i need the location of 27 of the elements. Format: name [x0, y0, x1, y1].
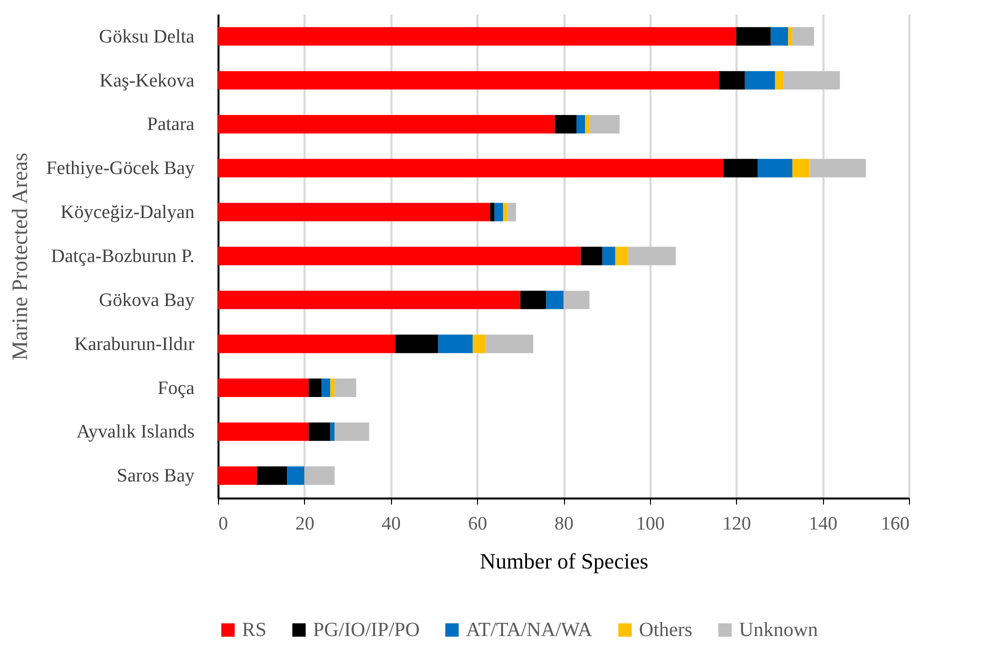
- y-tick-label: Karaburun-Ildır: [74, 334, 196, 355]
- y-axis-title: Marine Protected Areas: [7, 152, 32, 360]
- y-tick-label: Kaş-Kekova: [100, 70, 196, 92]
- x-tick-label: 120: [722, 514, 751, 534]
- legend-label: PG/IO/IP/PO: [313, 619, 420, 641]
- x-tick-label: 160: [881, 514, 910, 534]
- x-axis-title: Number of Species: [480, 548, 648, 574]
- y-tick-label: Köyceğiz-Dalyan: [60, 202, 195, 224]
- legend-label: RS: [242, 619, 266, 641]
- x-tick-label: 100: [636, 514, 665, 534]
- y-tick-label: Gökova Bay: [98, 290, 195, 311]
- y-tick-label: Fethiye-Göcek Bay: [46, 158, 195, 180]
- legend-label: Unknown: [739, 619, 818, 641]
- y-tick-label: Göksu Delta: [98, 26, 196, 48]
- y-tick-label: Patara: [147, 114, 196, 136]
- x-tick-label: 40: [382, 514, 401, 534]
- y-tick-label: Saros Bay: [116, 466, 195, 487]
- legend-label: Others: [639, 619, 693, 641]
- x-tick-label: 0: [218, 514, 228, 534]
- x-tick-label: 140: [808, 514, 838, 534]
- x-tick-label: 80: [554, 514, 574, 534]
- y-tick-label: Datça-Bozburun P.: [50, 246, 194, 267]
- y-tick-label: Ayvalık Islands: [76, 422, 194, 443]
- y-tick-label: Foça: [158, 378, 196, 399]
- x-tick-label: 60: [468, 514, 488, 534]
- legend-label: AT/TA/NA/WA: [466, 619, 593, 641]
- x-tick-label: 20: [295, 514, 314, 534]
